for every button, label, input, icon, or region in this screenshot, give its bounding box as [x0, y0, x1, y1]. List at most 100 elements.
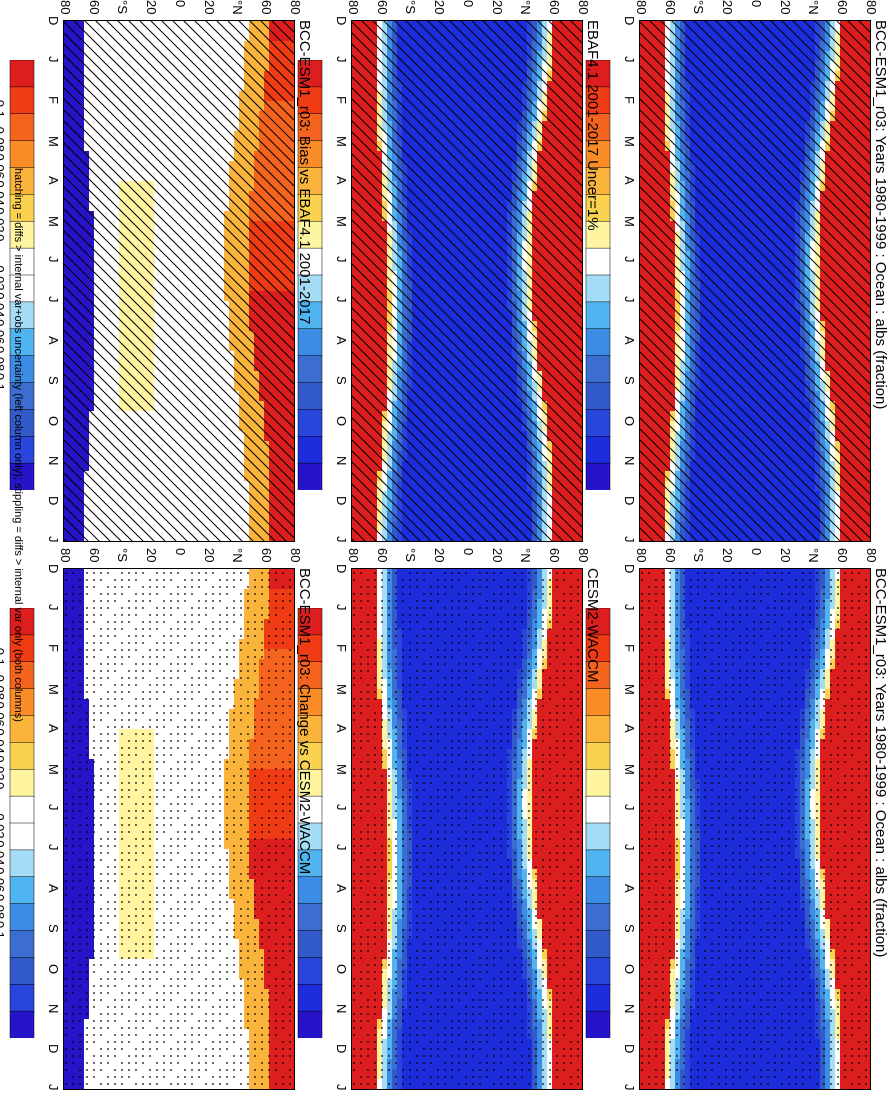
heatmap-cell — [754, 1079, 760, 1090]
heatmap-cell — [649, 819, 655, 830]
heatmap-cell — [854, 769, 860, 780]
heatmap-cell — [709, 201, 715, 212]
heatmap-cell — [639, 291, 645, 302]
heatmap-cell — [834, 191, 840, 202]
heatmap-cell — [774, 969, 780, 980]
heatmap-cell — [739, 589, 745, 600]
heatmap-cell — [689, 1049, 695, 1060]
heatmap-cell — [769, 849, 775, 860]
heatmap-cell — [769, 371, 775, 382]
heatmap-cell — [804, 599, 810, 610]
heatmap-cell — [849, 311, 855, 322]
heatmap-cell — [719, 569, 725, 580]
heatmap-cell — [694, 619, 700, 630]
heatmap-cell — [779, 321, 785, 332]
heatmap-cell — [684, 311, 690, 322]
heatmap-cell — [829, 501, 835, 512]
heatmap-cell — [739, 301, 745, 312]
heatmap-cell — [664, 151, 670, 162]
heatmap-cell — [704, 759, 710, 770]
heatmap-cell — [839, 141, 845, 152]
heatmap-cell — [794, 201, 800, 212]
heatmap-cell — [694, 51, 700, 62]
heatmap-cell — [649, 919, 655, 930]
heatmap-cell — [739, 151, 745, 162]
heatmap-cell — [864, 829, 870, 840]
heatmap-cell — [689, 391, 695, 402]
heatmap-cell — [744, 41, 750, 52]
heatmap-cell — [749, 609, 755, 620]
heatmap-cell — [769, 959, 775, 970]
heatmap-cell — [799, 1069, 805, 1080]
heatmap-cell — [864, 1069, 870, 1080]
heatmap-cell — [694, 241, 700, 252]
heatmap-cell — [759, 929, 765, 940]
heatmap-cell — [664, 371, 670, 382]
hatch-line — [639, 20, 871, 242]
heatmap-cell — [859, 181, 865, 192]
heatmap-cell — [774, 171, 780, 182]
heatmap-cell — [719, 699, 725, 710]
heatmap-cell — [769, 421, 775, 432]
stipple-dot — [697, 579, 699, 581]
heatmap-cell — [864, 461, 870, 472]
hatch-line — [639, 20, 871, 132]
heatmap-cell — [729, 301, 735, 312]
heatmap-cell — [824, 261, 830, 272]
heatmap-cell — [664, 41, 670, 52]
heatmap-cell — [779, 829, 785, 840]
heatmap-cell — [749, 51, 755, 62]
heatmap-cell — [774, 589, 780, 600]
heatmap-cell — [704, 21, 710, 32]
heatmap-cell — [734, 441, 740, 452]
heatmap-cell — [849, 171, 855, 182]
heatmap-cell — [654, 251, 660, 262]
heatmap-cell — [834, 151, 840, 162]
heatmap-cell — [784, 699, 790, 710]
heatmap-cell — [819, 251, 825, 262]
heatmap-cell — [789, 739, 795, 750]
heatmap-cell — [804, 609, 810, 620]
heatmap-cell — [649, 501, 655, 512]
heatmap-cell — [719, 869, 725, 880]
heatmap-cell — [789, 1009, 795, 1020]
heatmap-cell — [844, 171, 850, 182]
heatmap-cell — [659, 579, 665, 590]
heatmap-cell — [864, 709, 870, 720]
heatmap-cell — [814, 649, 820, 660]
heatmap-cell — [754, 1069, 760, 1080]
heatmap-cell — [679, 421, 685, 432]
heatmap-cell — [809, 1049, 815, 1060]
heatmap-cell — [789, 839, 795, 850]
heatmap-cell — [824, 889, 830, 900]
heatmap-cell — [774, 201, 780, 212]
heatmap-cell — [804, 799, 810, 810]
heatmap-cell — [819, 361, 825, 372]
heatmap-cell — [859, 729, 865, 740]
heatmap-cell — [699, 461, 705, 472]
heatmap-cell — [644, 969, 650, 980]
heatmap-cell — [689, 321, 695, 332]
heatmap-cell — [699, 599, 705, 610]
heatmap-cell — [754, 759, 760, 770]
heatmap-cell — [719, 1059, 725, 1070]
heatmap-cell — [759, 101, 765, 112]
heatmap-cell — [689, 31, 695, 42]
heatmap-cell — [744, 121, 750, 132]
heatmap-cell — [859, 609, 865, 620]
heatmap-cell — [859, 1059, 865, 1070]
heatmap-cell — [864, 579, 870, 590]
heatmap-cell — [664, 729, 670, 740]
heatmap-cell — [794, 859, 800, 870]
heatmap-cell — [769, 989, 775, 1000]
hatch-line — [639, 76, 871, 308]
heatmap-cell — [739, 521, 745, 532]
heatmap-cell — [684, 201, 690, 212]
heatmap-cell — [724, 749, 730, 760]
hatch-line — [639, 20, 871, 198]
heatmap-cell — [789, 969, 795, 980]
stipple-dot — [669, 579, 671, 581]
heatmap-cell — [649, 849, 655, 860]
heatmap-cell — [774, 391, 780, 402]
y-tick-label: 0 — [749, 0, 764, 7]
